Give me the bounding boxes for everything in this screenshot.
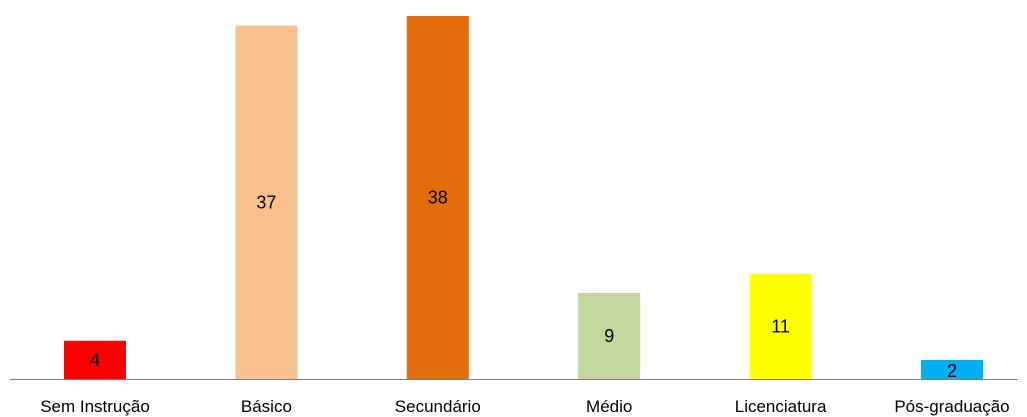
x-tick-label-2: Secundário xyxy=(395,397,481,416)
data-label-0: 4 xyxy=(90,350,100,370)
x-tick-label-3: Médio xyxy=(586,397,632,416)
data-label-5: 2 xyxy=(947,361,957,381)
x-tick-label-5: Pós-graduação xyxy=(894,397,1009,416)
x-tick-label-4: Licenciatura xyxy=(735,397,827,416)
data-labels-group: 4 37 38 9 11 2 xyxy=(90,188,957,382)
data-label-4: 11 xyxy=(771,317,790,337)
data-label-1: 37 xyxy=(256,192,276,212)
x-tick-label-1: Básico xyxy=(241,397,292,416)
data-label-3: 9 xyxy=(604,326,614,346)
x-tick-labels-group: Sem Instrução Básico Secundário Médio Licenc… xyxy=(40,397,1009,416)
x-tick-label-0: Sem Instrução xyxy=(40,397,150,416)
bars-group xyxy=(64,16,983,379)
data-label-2: 38 xyxy=(428,188,448,208)
